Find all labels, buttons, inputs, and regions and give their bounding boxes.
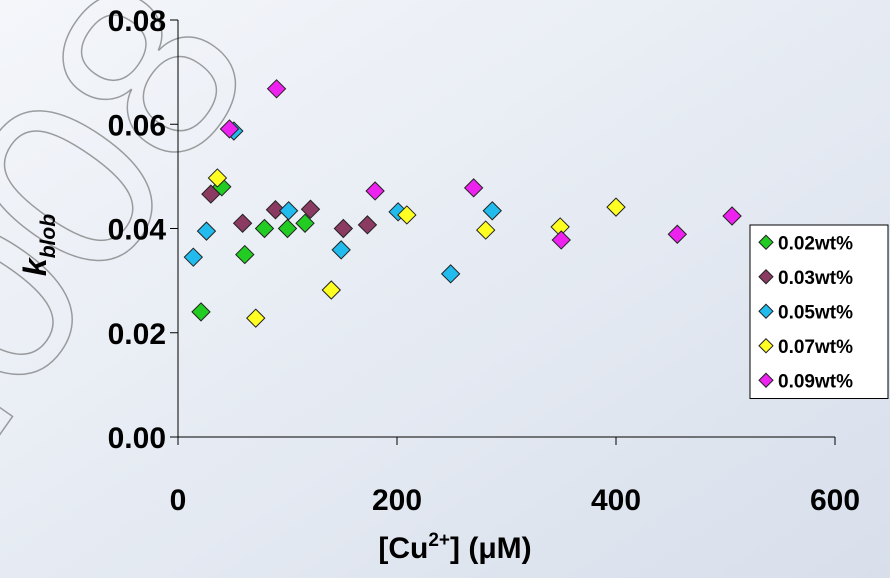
y-tick-label: 0.06 <box>108 109 166 142</box>
x-axis-label: [Cu2+] (μM) <box>378 530 531 565</box>
x-label-sup: 2+ <box>428 530 450 551</box>
x-tick-label: 0 <box>170 484 187 517</box>
legend-label: 0.03wt% <box>778 268 853 289</box>
y-tick-label: 0.08 <box>108 5 166 38</box>
x-label-end: ] (μM) <box>450 532 532 565</box>
chart: 2008 [Cu2+] (μM) kblob 0.000.020.040.060… <box>0 0 890 578</box>
y-tick-label: 0.04 <box>108 214 167 247</box>
y-tick-label: 0.02 <box>108 318 166 351</box>
legend-label: 0.09wt% <box>778 371 853 392</box>
legend-label: 0.05wt% <box>778 302 853 323</box>
y-label-sub: blob <box>37 214 60 258</box>
y-tick-label: 0.00 <box>108 422 166 455</box>
legend-label: 0.07wt% <box>778 337 853 358</box>
page: {"chart_data": {"type": "scatter", "wate… <box>0 0 890 578</box>
x-tick-label: 200 <box>372 484 422 517</box>
x-tick-label: 600 <box>810 484 860 517</box>
x-tick-label: 400 <box>591 484 641 517</box>
legend-label: 0.02wt% <box>778 233 853 254</box>
x-label-main: [Cu <box>378 532 428 565</box>
